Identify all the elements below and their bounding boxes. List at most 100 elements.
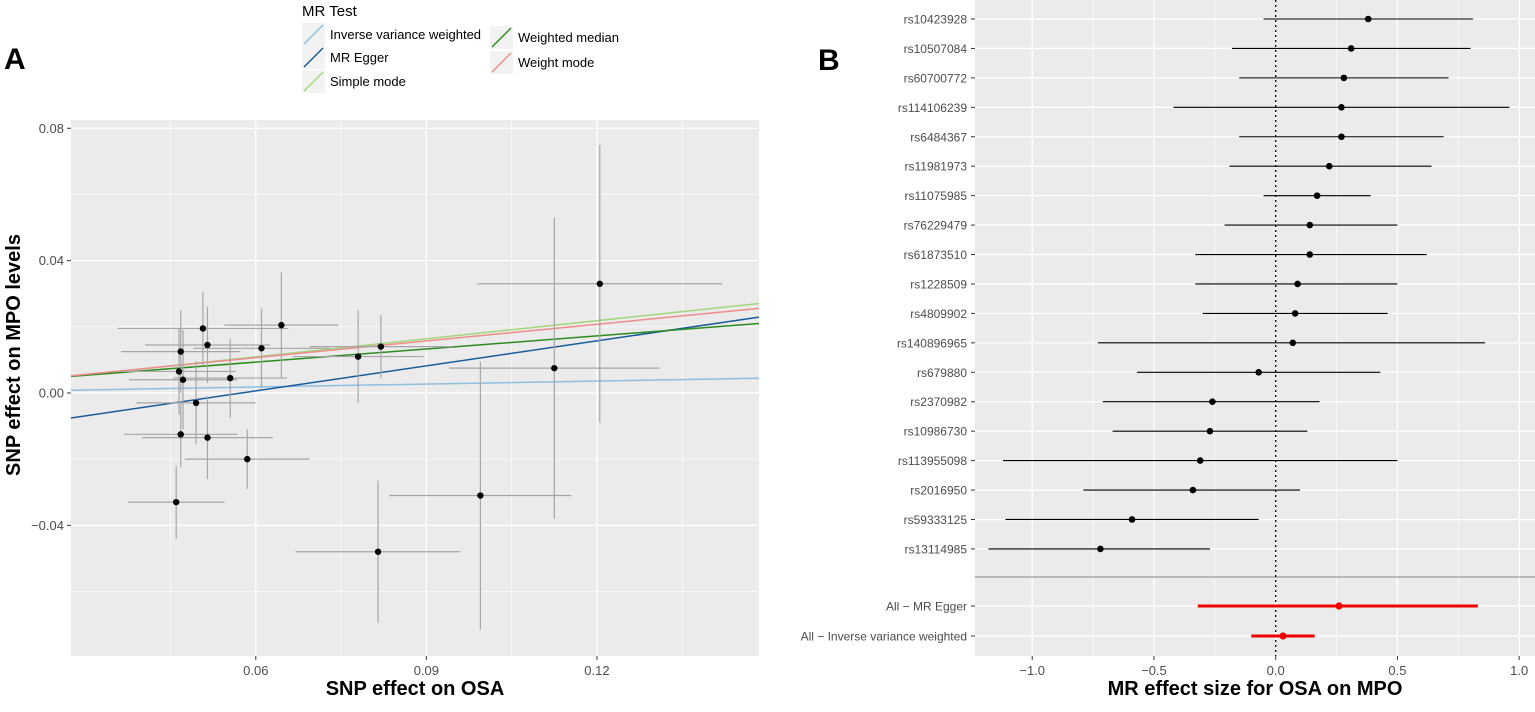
legend-key-line [303,47,324,68]
snp-point [227,374,234,382]
snp-label: rs60700772 [904,71,968,85]
snp-label: rs11981973 [905,160,968,174]
x-tick-label: −1.0 [1019,663,1045,678]
snp-label: rs4809902 [910,307,967,321]
x-tick-label: 0.12 [584,663,609,678]
snp-point [192,399,200,407]
y-tick-label: 0.08 [39,121,64,136]
snp-point [377,343,385,350]
snp-label: rs10507084 [904,42,968,56]
legend-key-line [491,27,512,48]
snp-estimate [1325,162,1333,170]
legend-title: MR Test [302,3,358,20]
snp-label: rs113955098 [898,454,967,468]
y-tick-label: 0.04 [39,253,64,268]
snp-point [177,348,184,355]
snp-estimate [1294,280,1301,288]
summary-estimate [1279,632,1287,640]
panel-b-axes: −1.0 −0.5 0.0 0.5 1.0 rs10423928 rs10507084 rs6… [801,13,1529,679]
snp-point [278,321,285,329]
legend-key-line [491,52,512,73]
snp-point [175,368,183,375]
legend-key-line [303,24,324,45]
snp-point [374,548,382,555]
snp-point [354,353,362,360]
snp-estimate [1306,221,1314,229]
snp-label: rs679880 [917,366,967,380]
panel-a-gridlines [71,120,759,656]
snp-estimate [1097,545,1104,553]
snp-estimate [1313,192,1321,199]
snp-point [177,431,184,438]
snp-estimate [1209,398,1216,406]
panel-a-xlabel: SNP effect on OSA [326,678,505,700]
snp-estimate [1347,45,1355,52]
legend-label: MR Egger [330,50,389,65]
snp-point [204,341,211,349]
mr-line [70,307,760,377]
snp-point [477,492,484,499]
summary-label: All − MR Egger [886,600,967,614]
panel-label-b: B [818,44,840,77]
summary-estimate [1335,602,1343,610]
snp-estimate [1291,310,1299,317]
panel-a-legend: MR Test Inverse variance weighted MR Egge… [302,3,619,93]
snp-label: rs114106239 [898,101,967,115]
snp-label: rs6484367 [910,130,967,144]
legend-key-line [303,71,324,92]
panel-a-ylabel: SNP effect on MPO levels [3,234,25,476]
x-tick-label: 0.09 [414,663,439,678]
snp-label: rs2016950 [910,484,967,498]
snp-label: rs59333125 [904,513,968,527]
snp-label: rs10986730 [904,425,968,439]
snp-estimate [1306,251,1314,258]
panel-a-points [172,280,603,555]
x-tick-label: −0.5 [1141,663,1167,678]
x-tick-label: 1.0 [1510,663,1528,678]
panel-a-axes: 0.06 0.09 0.12 −0.04 0.00 0.04 0.08 [31,121,610,678]
mr-line [70,316,760,419]
snp-estimate [1255,368,1262,376]
snp-point [244,455,251,463]
snp-estimate [1338,133,1345,141]
snp-label: rs76229479 [904,219,968,233]
snp-point [204,434,211,441]
snp-estimate [1340,74,1348,82]
legend-label: Inverse variance weighted [330,27,481,42]
summary-label: All − Inverse variance weighted [801,630,967,644]
snp-label: rs140896965 [897,336,967,350]
snp-estimate [1196,457,1204,464]
panel-b-xlabel: MR effect size for OSA on MPO [1108,678,1403,700]
snp-estimate [1338,104,1345,111]
snp-point [179,376,187,383]
snp-estimate [1289,339,1297,347]
snp-label: rs10423928 [904,13,968,27]
snp-estimate [1189,486,1197,494]
x-tick-label: 0.5 [1388,663,1406,678]
legend-label: Simple mode [330,74,406,89]
snp-label: rs2370982 [910,395,967,409]
snp-point [199,325,207,332]
snp-label: rs13114985 [905,542,968,556]
snp-estimate [1128,516,1136,523]
x-tick-label: 0.0 [1267,663,1285,678]
snp-point [551,364,558,372]
legend-label: Weighted median [518,30,619,45]
panel-label-a: A [4,43,26,76]
legend-keys: Inverse variance weighted MR Egger Simple … [302,23,619,93]
panel-a-regression-lines [70,302,760,419]
y-tick-label: −0.04 [31,518,64,533]
snp-estimate [1364,15,1372,23]
snp-label: rs11075985 [905,189,968,203]
snp-label: rs1228509 [910,277,967,291]
mr-line [70,377,760,391]
mr-line [70,322,760,378]
x-tick-label: 0.06 [243,663,268,678]
legend-label: Weight mode [518,55,594,70]
snp-point [258,345,265,352]
snp-point [172,498,180,506]
snp-label: rs61873510 [904,248,968,262]
snp-estimate [1206,427,1214,435]
